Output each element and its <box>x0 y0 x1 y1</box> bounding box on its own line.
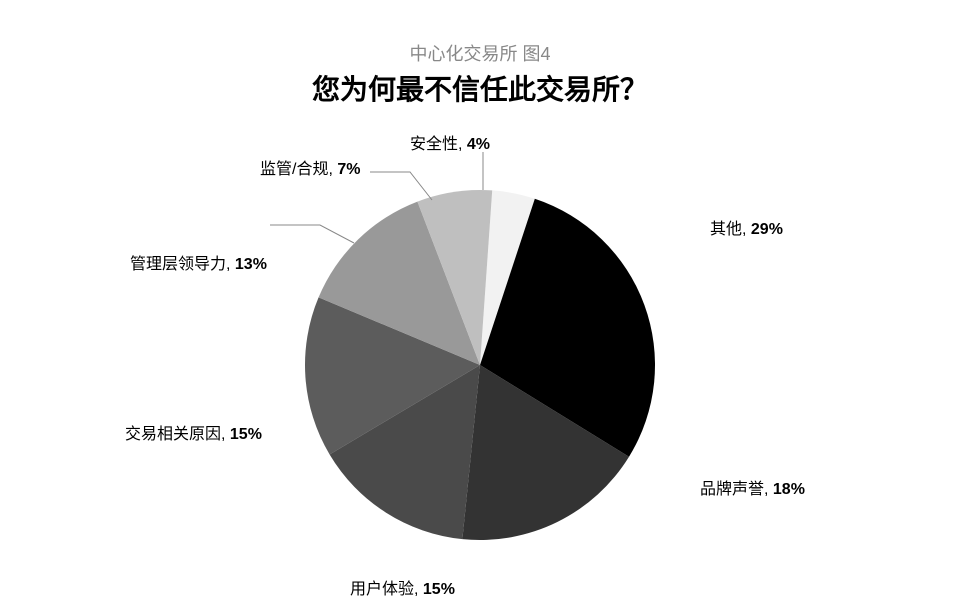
slice-label-mgmt: 管理层领导力, 13% <box>130 250 267 274</box>
slice-label-name: 品牌声誉, <box>700 481 773 498</box>
slice-label-pct: 4% <box>467 136 490 153</box>
slice-label-ux: 用户体验, 15% <box>350 575 455 599</box>
slice-label-brand: 品牌声誉, 18% <box>700 475 805 499</box>
slice-label-name: 交易相关原因, <box>125 426 230 443</box>
chart-container: { "canvas": { "width": 960, "height": 60… <box>0 0 960 605</box>
slice-label-name: 监管/合规, <box>260 161 337 178</box>
slice-label-name: 用户体验, <box>350 581 423 598</box>
slice-label-pct: 15% <box>423 581 455 598</box>
slice-label-pct: 7% <box>337 161 360 178</box>
leader-line-mgmt <box>270 225 354 243</box>
leader-line-compliance <box>370 172 432 200</box>
slice-label-name: 管理层领导力, <box>130 256 235 273</box>
slice-label-pct: 13% <box>235 256 267 273</box>
slice-label-name: 其他, <box>710 221 751 238</box>
pie-chart <box>0 0 960 605</box>
slice-label-pct: 15% <box>230 426 262 443</box>
slice-label-name: 安全性, <box>410 136 467 153</box>
slice-label-security: 安全性, 4% <box>410 130 490 154</box>
slice-label-compliance: 监管/合规, 7% <box>260 155 360 179</box>
slice-label-pct: 29% <box>751 221 783 238</box>
slice-label-other: 其他, 29% <box>710 215 783 239</box>
slice-label-trading: 交易相关原因, 15% <box>125 420 262 444</box>
slice-label-pct: 18% <box>773 481 805 498</box>
